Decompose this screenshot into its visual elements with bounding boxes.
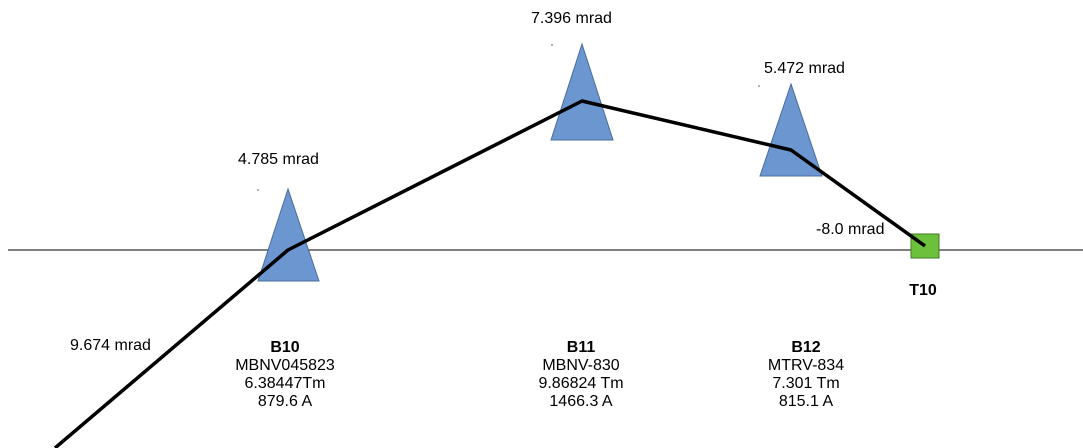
incoming-angle-label: 9.674 mrad	[70, 337, 151, 354]
label-dot	[257, 189, 259, 191]
magnet-b12-field: 7.301 Tm	[772, 375, 840, 392]
magnet-b11-field: 9.86824 Tm	[538, 375, 624, 392]
magnet-b10-name: B10	[270, 339, 300, 356]
magnet-b11-angle-label: 7.396 mrad	[531, 10, 612, 27]
magnet-b10-current: 879.6 A	[257, 393, 313, 410]
magnet-b11-triangle	[550, 42, 614, 141]
label-dot	[758, 85, 760, 87]
magnet-b12-info: B12 MTRV-834 7.301 Tm 815.1 A	[768, 339, 844, 411]
target-angle-label: -8.0 mrad	[816, 221, 885, 238]
magnet-b12-triangle	[759, 82, 823, 177]
label-dot	[551, 44, 553, 46]
magnet-b11-info: B11 MBNV-830 9.86824 Tm 1466.3 A	[538, 339, 623, 411]
magnet-b12-type: MTRV-834	[767, 357, 845, 374]
magnet-b12-angle-label: 5.472 mrad	[764, 60, 845, 77]
beam-trajectory	[53, 99, 927, 448]
magnet-b12-name: B12	[791, 339, 821, 356]
magnet-b10-info: B10 MBNV045823 6.38447Tm 879.6 A	[235, 339, 335, 411]
magnet-b11-type: MBNV-830	[542, 357, 620, 374]
magnet-b10-angle-label: 4.785 mrad	[238, 151, 319, 168]
magnet-b10-field: 6.38447Tm	[244, 375, 326, 392]
magnet-b11-current: 1466.3 A	[549, 393, 613, 410]
magnet-b10-type: MBNV045823	[235, 357, 335, 374]
magnet-b12-current: 815.1 A	[778, 393, 834, 410]
magnet-b10-triangle	[257, 187, 320, 282]
target-t10-name: T10	[909, 282, 937, 299]
magnet-b11-name: B11	[566, 339, 596, 356]
